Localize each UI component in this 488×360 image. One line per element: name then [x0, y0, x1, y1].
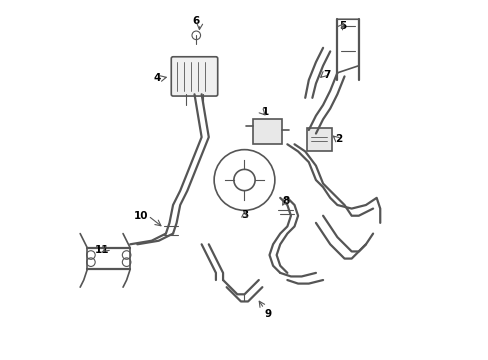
Text: 7: 7 — [322, 69, 330, 80]
Text: 2: 2 — [335, 134, 342, 144]
Text: 11: 11 — [94, 245, 109, 255]
Text: 1: 1 — [261, 107, 268, 117]
Text: 9: 9 — [264, 309, 271, 319]
Text: 10: 10 — [133, 211, 148, 221]
Bar — [253, 119, 282, 144]
Text: 4: 4 — [153, 73, 161, 83]
Text: 3: 3 — [241, 210, 247, 220]
Text: 8: 8 — [282, 196, 288, 206]
Text: 5: 5 — [339, 21, 346, 31]
Bar — [306, 128, 331, 152]
Text: 6: 6 — [192, 16, 200, 26]
FancyBboxPatch shape — [171, 57, 217, 96]
